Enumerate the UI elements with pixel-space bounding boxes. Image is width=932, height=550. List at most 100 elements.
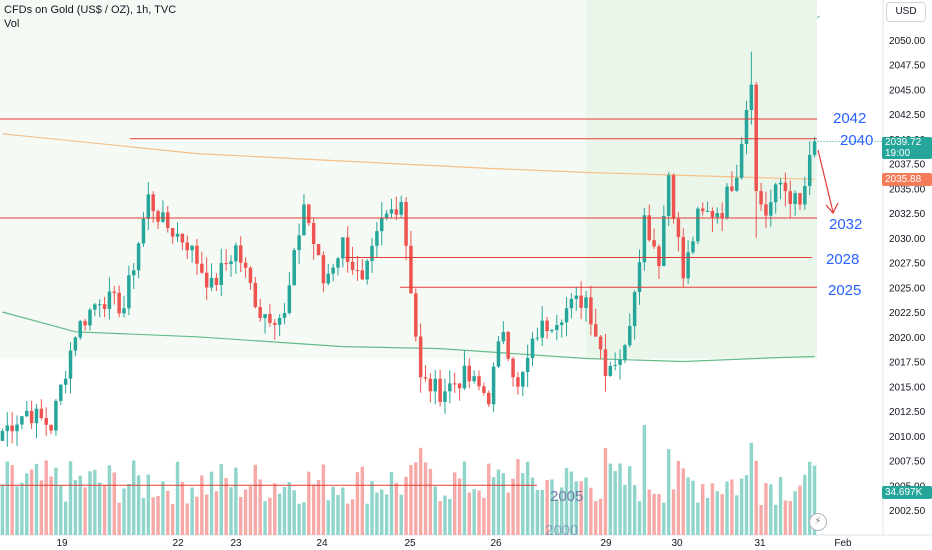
candle-body [637,262,642,293]
candle-body [525,358,530,373]
candle-body [769,202,773,216]
volume-bar [414,462,418,535]
volume-bar [127,483,131,535]
volume-bar [462,461,467,535]
candle-body [618,359,622,365]
volume-bar [812,465,817,535]
volume-bar [380,489,384,535]
volume-bar [491,477,496,535]
candle-body [166,212,170,229]
candle-body [623,345,627,360]
candle-body [555,325,559,330]
candle-body [564,308,569,323]
candle-body [63,378,68,385]
candle-body [131,270,136,276]
candle-body [516,377,520,387]
volume-bar [681,468,685,535]
candle-body [778,182,783,185]
volume-bar [375,492,379,535]
volume-bar [496,469,501,535]
volume-bar [452,472,457,535]
volume-bar [166,490,170,535]
candle-body [258,307,262,319]
volume-bar [365,503,369,535]
arrow-head [825,202,839,215]
candle-body [803,185,807,205]
candle-body [521,372,525,387]
volume-bar [428,468,433,535]
volume-bar [540,489,544,535]
volume-bar [501,473,506,535]
candle-body [389,209,394,214]
candle-body [496,341,501,367]
candle-body [477,376,481,387]
volume-bar [798,485,802,535]
candle-body [287,285,292,314]
volume-bar [219,464,223,535]
candle-body [710,210,715,218]
candle-body [117,292,121,314]
volume-bar [161,481,165,535]
candle-body [812,141,817,155]
y-tick-label: 2047.50 [889,61,926,72]
candle-body [448,383,452,392]
candle-body [807,154,812,186]
candle-body [574,295,579,299]
volume-bar [214,491,219,535]
candle-body [409,245,413,294]
volume-bar [705,497,710,535]
candle-body [671,175,676,219]
candle-body [788,191,793,204]
y-tick-label: 2032.50 [889,209,926,220]
y-tick-label: 2022.50 [889,308,926,319]
volume-bar [29,469,34,535]
candle-body [68,350,73,379]
volume-bar [652,493,656,535]
volume-bar [341,487,345,535]
candle-body [141,218,146,244]
volume-bar [248,486,253,535]
volume-bar [346,503,350,535]
candle-body [316,244,321,256]
y-tick-label: 2015.00 [889,382,926,393]
candle-body [127,275,131,309]
volume-bar [550,479,554,535]
candle-body [49,424,53,431]
candle-body [214,277,219,286]
candle-body [662,215,666,267]
volume-bar [263,501,267,535]
volume-bar [594,501,598,535]
x-tick-label: 23 [230,538,242,549]
volume-bar [307,471,311,535]
candle-body [185,242,189,251]
volume-bar [632,485,637,535]
volume-bar [487,463,491,535]
volume-bar [102,485,107,535]
volume-bar [603,448,608,535]
volume-bar [754,460,758,535]
candle-body [423,377,428,379]
candle-body [384,213,389,218]
candle-body [34,408,39,424]
volume-bar [443,495,447,535]
currency-button[interactable]: USD [886,2,926,22]
volume-bar [326,500,330,535]
candle-body [336,258,340,268]
volume-bar [525,461,530,535]
candle-body [180,233,185,243]
volume-bar [384,494,389,535]
volume-bar [404,476,408,535]
candle-body [608,365,613,376]
volume-bar [331,486,335,535]
candle-body [676,218,681,238]
volume-bar [63,501,68,535]
green-zone-right [586,0,817,359]
candle-body [399,201,403,215]
volume-bar [710,483,715,535]
volume-bar [297,503,301,535]
volume-tag: 34.697K [882,486,932,499]
volume-bar [156,495,160,535]
y-tick-label: 2037.50 [889,160,926,171]
lightning-icon[interactable]: ⚡ [809,513,827,531]
